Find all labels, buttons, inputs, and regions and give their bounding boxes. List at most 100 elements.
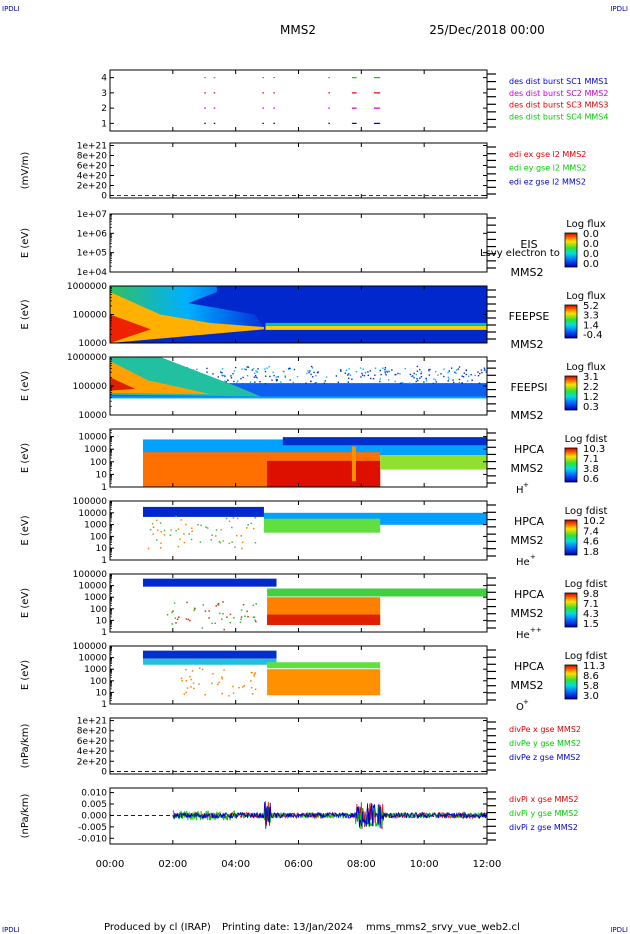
- y-tick-label: 0.000: [81, 811, 107, 821]
- feeps-i-speckle: [369, 370, 371, 372]
- feeps-i-speckle: [388, 379, 390, 381]
- feeps-e-low-band-edge: [265, 322, 487, 326]
- feeps-i-speckle: [359, 367, 362, 369]
- colorbar-title: Log fdist: [565, 579, 608, 590]
- hpca-he-speckle: [222, 540, 225, 542]
- hpca-o-speckle: [201, 668, 204, 671]
- hpca-o-speckle: [253, 673, 256, 676]
- hpca-hepp-speckle: [246, 610, 248, 613]
- feeps-i-speckle: [337, 381, 340, 384]
- legend-entry: edi ey gse l2 MMS2: [509, 164, 587, 173]
- hpca-hepp-speckle: [208, 617, 210, 619]
- hpca-he-speckle: [163, 529, 166, 532]
- plot-content: [142, 650, 381, 697]
- colorbar: [564, 664, 578, 700]
- feeps-i-speckle: [367, 374, 370, 376]
- x-tick-label: 02:00: [158, 859, 187, 870]
- x-tick-label: 00:00: [96, 859, 125, 870]
- colorbar-tick-label: 7.1: [583, 599, 599, 610]
- hpca-o-speckle: [254, 672, 257, 674]
- y-tick-label: 4e+20: [77, 747, 108, 757]
- hpca-he-speckle: [205, 526, 207, 528]
- species-label: H: [516, 485, 524, 496]
- hpca-hepp-speckle: [185, 618, 188, 620]
- hpca-he-speckle: [183, 533, 185, 535]
- hpca-he-speckle: [163, 534, 166, 536]
- hpca-he-speckle: [228, 520, 231, 523]
- hpca-o-speckle: [180, 677, 183, 680]
- hpca-he-speckle: [197, 523, 199, 526]
- feeps-i-speckle: [437, 374, 439, 376]
- hpca-he-speckle: [200, 524, 202, 527]
- feeps-i-speckle: [349, 374, 352, 377]
- legend-entry: divPe x gse MMS2: [509, 725, 581, 734]
- colorbar-title: Log flux: [566, 219, 606, 230]
- feeps-i-speckle: [433, 378, 435, 380]
- hpca-he-speckle: [215, 529, 218, 531]
- y-axis-label: E (eV): [20, 228, 31, 258]
- instrument-spacecraft-label: MMS2: [511, 338, 544, 351]
- feeps-i-speckle: [254, 381, 256, 383]
- feeps-i-speckle: [458, 381, 461, 384]
- feeps-i-speckle: [420, 372, 422, 375]
- colorbar-title: Log flux: [566, 362, 606, 373]
- hpca-hepp-speckle: [171, 623, 174, 625]
- feeps-i-speckle: [423, 381, 425, 383]
- hpca-hepp-speckle: [255, 620, 257, 623]
- y-axis-label: E (eV): [20, 588, 31, 618]
- colorbar: [564, 375, 578, 411]
- feeps-i-speckle: [284, 375, 287, 377]
- feeps-i-speckle: [483, 367, 486, 369]
- species-label: O: [516, 702, 524, 713]
- feeps-i-speckle: [413, 376, 415, 379]
- feeps-i-speckle: [415, 380, 417, 383]
- feeps-i-speckle: [477, 371, 479, 373]
- feeps-i-speckle: [264, 375, 267, 377]
- y-tick-label: 10000: [78, 582, 107, 592]
- hpca-o-speckle: [185, 668, 187, 671]
- hpca-hepp-speckle: [240, 609, 243, 611]
- hpca-o-speckle: [253, 675, 255, 677]
- instrument-label: FEEPSE: [509, 310, 550, 323]
- hpca-o-speckle: [232, 685, 234, 688]
- y-tick-label: 10: [96, 688, 108, 698]
- y-tick-label: 1e+21: [77, 717, 107, 727]
- feeps-e-core: [110, 292, 264, 343]
- hpca-he-speckle: [191, 527, 193, 529]
- feeps-i-speckle: [399, 372, 401, 375]
- hpca-o-speckle: [183, 693, 186, 695]
- feeps-i-speckle: [345, 369, 348, 371]
- y-tick-label: 1000: [84, 521, 107, 531]
- y-tick-label: -0.005: [78, 823, 107, 833]
- feeps-i-speckle: [477, 374, 480, 377]
- legend-entry: edi ez gse l2 MMS2: [509, 177, 586, 186]
- y-tick-label: 2: [101, 104, 107, 114]
- feeps-i-speckle: [315, 382, 317, 384]
- feeps-i-speckle: [206, 371, 208, 373]
- feeps-i-speckle: [269, 375, 271, 378]
- feeps-i-speckle: [296, 375, 299, 378]
- feeps-i-speckle: [254, 374, 257, 377]
- hpca-hepp-speckle: [202, 604, 205, 606]
- feeps-i-speckle: [369, 377, 372, 380]
- feeps-i-speckle: [372, 378, 375, 380]
- feeps-i-speckle: [412, 375, 414, 377]
- feeps-i-speckle: [374, 374, 376, 376]
- y-axis-label: E (eV): [20, 515, 31, 545]
- instrument-label: HPCA: [514, 515, 545, 528]
- hpca-hepp-speckle: [218, 612, 221, 615]
- feeps-i-speckle: [311, 376, 314, 378]
- species-label: He: [516, 630, 530, 641]
- feeps-i-speckle: [465, 373, 467, 376]
- hpca-he-speckle: [188, 533, 191, 535]
- feeps-i-speckle: [305, 382, 307, 384]
- feeps-i-speckle: [428, 369, 430, 371]
- panel-burst: 1 2 3 4 des dist burst SC1 MMS1 des dist burs…: [101, 69, 608, 132]
- feeps-i-speckle: [416, 365, 419, 368]
- hpca-o-speckle: [228, 695, 230, 697]
- feeps-i-speckle: [428, 374, 431, 376]
- feeps-i-speckle: [447, 380, 449, 382]
- feeps-i-speckle: [367, 371, 369, 373]
- hpca-hepp-speckle: [174, 617, 177, 619]
